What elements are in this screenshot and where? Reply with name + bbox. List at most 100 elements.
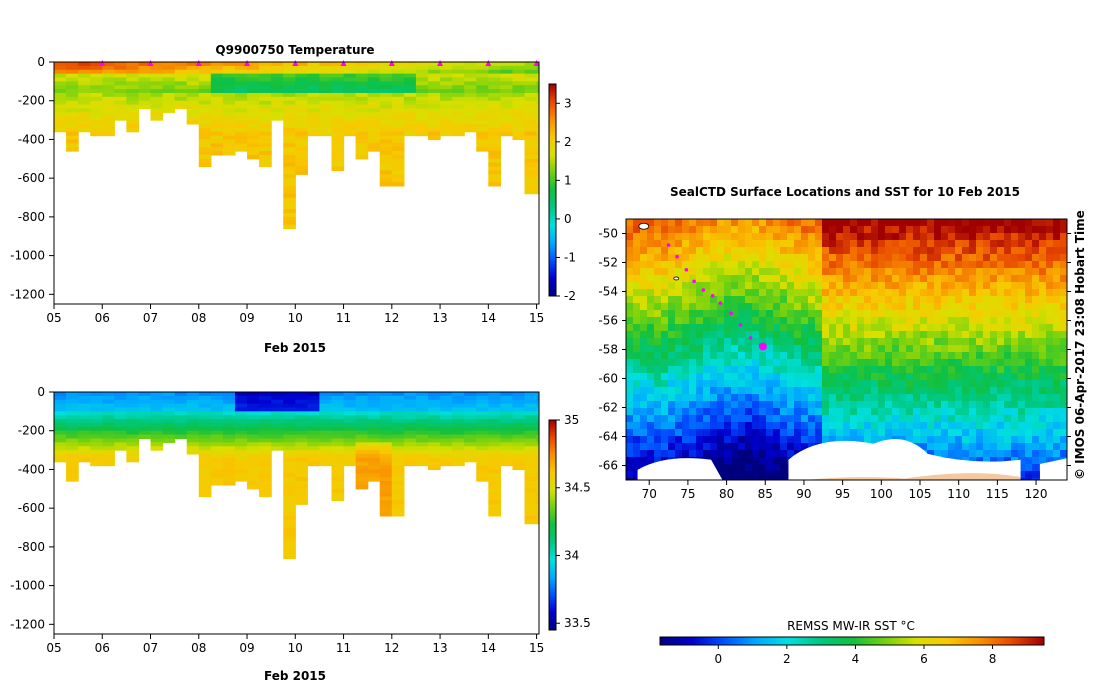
data-cell (283, 193, 296, 199)
sst-cell (1004, 254, 1012, 262)
data-cell (283, 407, 296, 412)
sst-cell (1046, 429, 1054, 437)
sst-cell (1039, 415, 1047, 423)
sst-cell (647, 352, 655, 360)
data-cell (428, 461, 441, 467)
sst-cell (724, 387, 732, 395)
colorbar-tick-label: 1 (564, 173, 572, 187)
track-point (701, 288, 706, 292)
data-cell (488, 92, 501, 98)
sst-cell (962, 387, 970, 395)
sst-cell (955, 324, 963, 332)
sst-cell (962, 380, 970, 388)
sst-cell (626, 296, 634, 304)
data-cell (222, 399, 236, 405)
data-cell (319, 442, 333, 447)
lon-tick-label: 70 (642, 487, 657, 501)
sst-cell (906, 394, 914, 402)
data-cell (379, 496, 393, 502)
sst-cell (773, 359, 781, 367)
data-cell (476, 442, 489, 447)
sst-cell (696, 226, 704, 234)
salinity-heatmap (54, 392, 539, 560)
sst-cell (1011, 352, 1019, 360)
sst-cell (773, 254, 781, 262)
sst-cell (1004, 345, 1012, 353)
sst-cell (871, 359, 879, 367)
data-cell (283, 477, 296, 482)
data-cell (126, 92, 140, 98)
sst-cell (654, 387, 662, 395)
sst-cell (976, 268, 984, 276)
sst-cell (864, 401, 872, 409)
sst-cell (640, 408, 648, 416)
data-cell (379, 158, 393, 164)
sst-cell (661, 317, 669, 325)
data-cell (355, 481, 369, 486)
data-cell (524, 158, 538, 164)
sst-cell (633, 275, 641, 283)
sst-cell (864, 331, 872, 339)
sst-cell (976, 366, 984, 374)
sst-cell (920, 275, 928, 283)
sst-cell (787, 387, 795, 395)
colorbar-tick-label: 33.5 (564, 616, 591, 630)
sst-cell (850, 422, 858, 430)
sst-cell (759, 450, 767, 458)
sst-cell (941, 289, 949, 297)
data-cell (222, 457, 236, 463)
sst-cell (885, 282, 893, 290)
data-cell (476, 469, 489, 474)
data-cell (210, 446, 224, 451)
data-cell (464, 69, 477, 75)
data-cell (512, 395, 526, 401)
colorbar-tick-label: -2 (564, 289, 576, 303)
data-cell (222, 450, 236, 455)
sst-cell (1018, 324, 1026, 332)
data-cell (524, 438, 538, 443)
data-cell (379, 108, 393, 113)
sst-cell (710, 324, 718, 332)
sst-cell (724, 338, 732, 346)
sst-cell (717, 233, 725, 241)
sst-cell (654, 296, 662, 304)
sst-cell (962, 429, 970, 437)
sst-cell (1025, 303, 1033, 311)
sst-cell (766, 240, 774, 248)
sst-cell (878, 366, 886, 374)
sst-cell (689, 394, 697, 402)
data-cell (512, 131, 526, 137)
data-cell (210, 100, 224, 106)
sst-cell (997, 296, 1005, 304)
sst-cell (682, 387, 690, 395)
sst-cell (647, 219, 655, 227)
sst-cell (934, 338, 942, 346)
sst-cell (738, 366, 746, 374)
data-cell (150, 81, 164, 86)
sst-cell (976, 296, 984, 304)
data-cell (355, 154, 369, 160)
sst-cell (934, 247, 942, 255)
sst-cell (822, 303, 830, 311)
sst-cell (661, 233, 669, 241)
data-cell (403, 123, 417, 129)
sst-cell (906, 415, 914, 423)
sst-cell (822, 233, 830, 241)
data-cell (259, 442, 272, 447)
sst-cell (1039, 366, 1047, 374)
sst-cell (801, 275, 809, 283)
sst-cell (675, 233, 683, 241)
data-cell (222, 65, 236, 71)
sst-cell (766, 401, 774, 409)
surface-marker (244, 60, 251, 66)
sst-cell (731, 478, 739, 480)
data-cell (391, 399, 405, 405)
colorbar-tick-label: 2 (564, 135, 572, 149)
sst-cell (745, 429, 753, 437)
data-cell (66, 85, 79, 90)
sst-cell (871, 352, 879, 360)
sst-cell (864, 366, 872, 374)
sst-cell (899, 331, 907, 339)
data-cell (174, 430, 188, 436)
sst-cell (724, 275, 732, 283)
